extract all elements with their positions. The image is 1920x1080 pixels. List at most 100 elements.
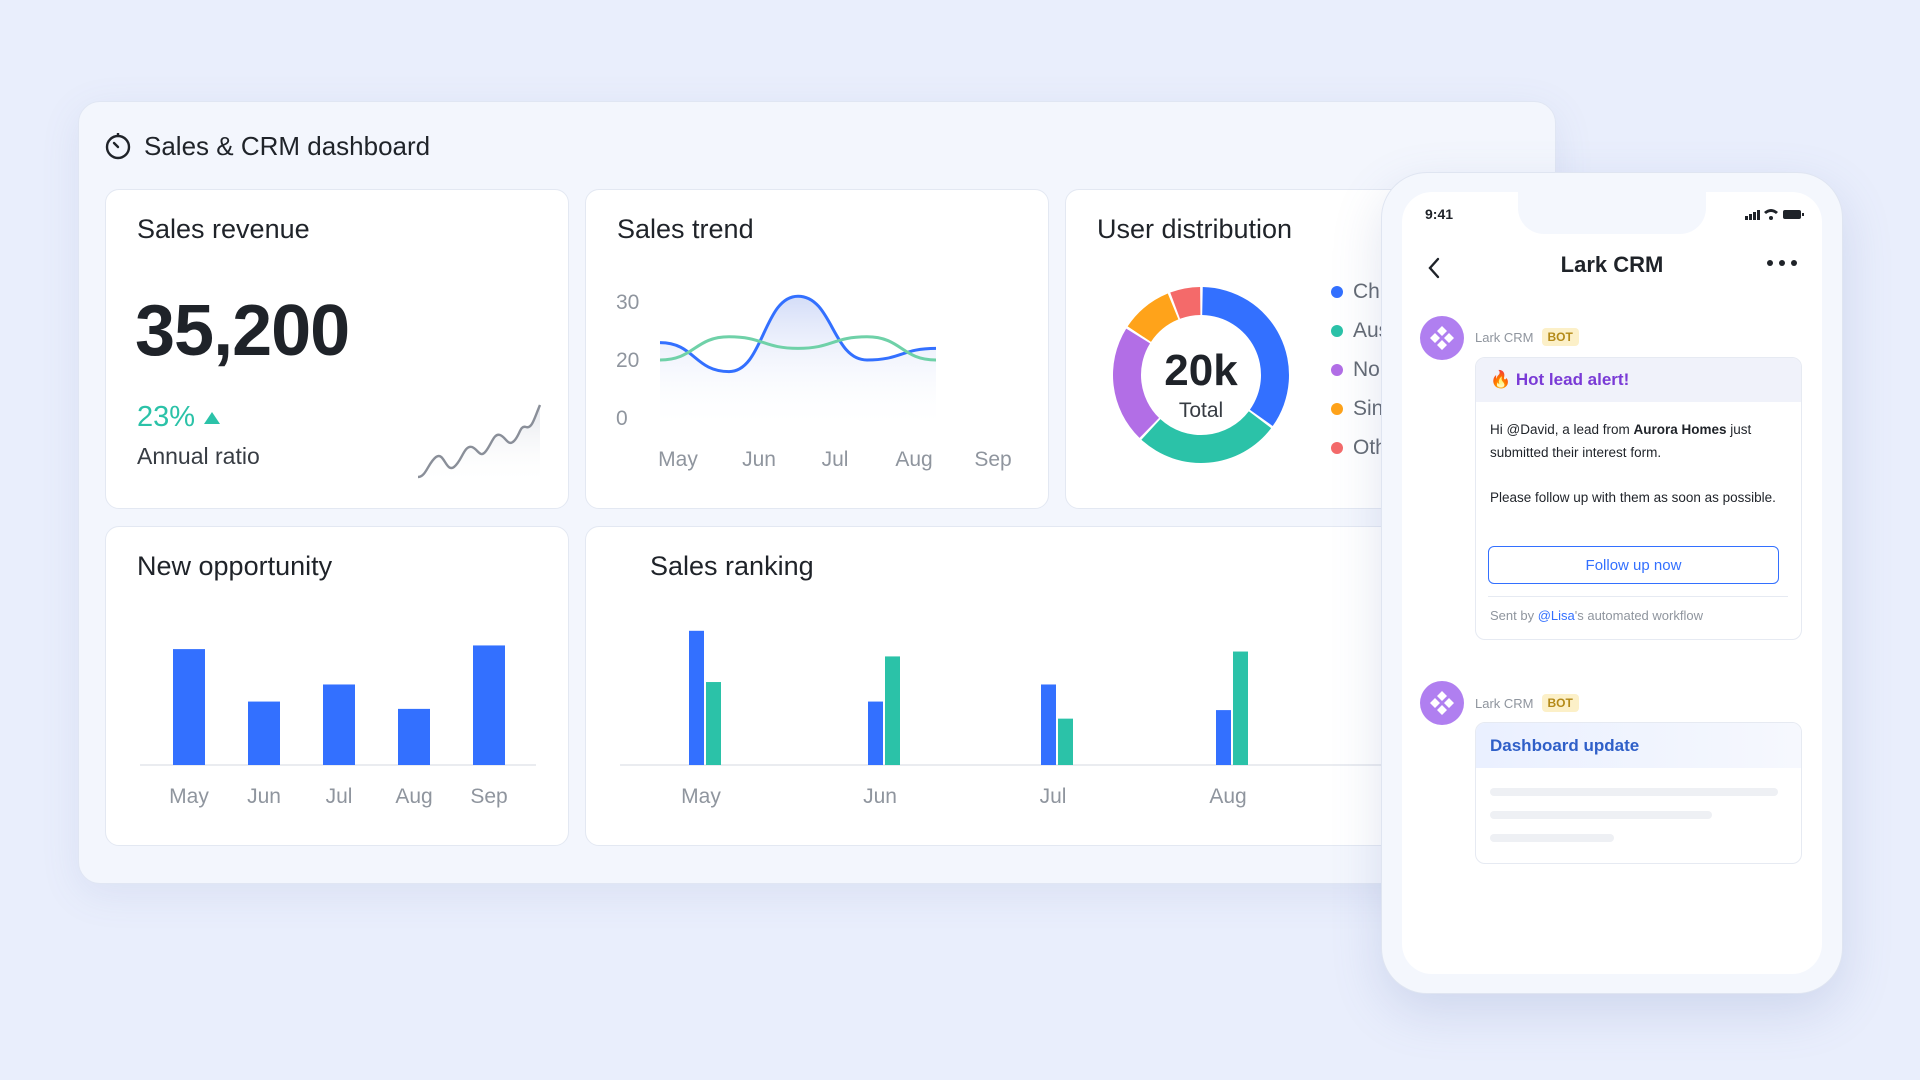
message-sender: Lark CRM — [1475, 329, 1534, 345]
legend-item[interactable]: Chi — [1331, 272, 1389, 311]
footer-mention[interactable]: @Lisa — [1537, 608, 1575, 623]
trend-area — [660, 296, 936, 430]
bot-badge: BOT — [1541, 328, 1579, 346]
legend-dot — [1331, 363, 1343, 376]
trend-line-series-1 — [659, 294, 937, 374]
hot-lead-card: 🔥 Hot lead alert! Hi @David, a lead from… — [1475, 357, 1802, 640]
x-tick-label: Jul — [1040, 785, 1067, 808]
y-tick-label: 0 — [616, 407, 628, 430]
card-header-2: Dashboard update — [1476, 723, 1801, 768]
sales-revenue-title: Sales revenue — [137, 214, 310, 244]
opportunity-bar — [173, 649, 205, 765]
opportunity-bar — [473, 645, 505, 765]
x-tick-label: Aug — [895, 448, 932, 471]
x-tick-label: Jun — [742, 448, 776, 471]
legend-item[interactable]: Oth — [1331, 428, 1389, 467]
message-sender-2: Lark CRM — [1475, 695, 1534, 711]
ranking-bar-series-2 — [1233, 651, 1248, 765]
legend-item[interactable]: Aus — [1331, 311, 1389, 350]
sales-trend-card[interactable]: Sales trend 30 20 0 May Jun Jul Aug Sep — [585, 189, 1049, 509]
x-tick-label: May — [658, 448, 698, 471]
x-tick-label: May — [681, 785, 721, 808]
message-sender-row-2: Lark CRM BOT — [1475, 694, 1579, 712]
legend-item[interactable]: Nor — [1331, 350, 1389, 389]
legend-dot — [1331, 441, 1343, 454]
x-tick-label: Jun — [247, 785, 281, 808]
legend-dot — [1331, 402, 1343, 415]
ranking-bar-series-1 — [1041, 684, 1056, 765]
skeleton-line — [1490, 834, 1614, 842]
card-body-prefix: Hi @David, a lead from — [1490, 422, 1634, 437]
annual-change-value: 23% — [137, 401, 196, 433]
annual-change: 23% — [137, 401, 221, 434]
opportunity-bar — [323, 684, 355, 765]
more-button[interactable] — [1764, 252, 1804, 274]
footer-suffix: 's automated workflow — [1574, 608, 1703, 623]
sales-ranking-card[interactable]: Sales ranking May Jun Jul Aug — [585, 526, 1530, 846]
card-body: Hi @David, a lead from Aurora Homes just… — [1490, 418, 1790, 464]
x-tick-label: Jul — [326, 785, 353, 808]
sales-revenue-card[interactable]: Sales revenue 35,200 23% Annual ratio — [105, 189, 569, 509]
card-footer: Sent by @Lisa's automated workflow — [1490, 608, 1703, 623]
card-body-2: Please follow up with them as soon as po… — [1490, 490, 1776, 505]
donut-slice-aus — [1141, 411, 1272, 463]
sparkline — [417, 404, 542, 485]
x-tick-label: Jun — [863, 785, 897, 808]
legend-label: Sin — [1353, 396, 1384, 420]
legend-dot — [1331, 285, 1343, 298]
x-tick-label: Sep — [470, 785, 507, 808]
opportunity-bar — [398, 708, 430, 765]
lark-bot-icon — [1430, 691, 1454, 715]
donut-slice-chi — [1202, 287, 1289, 427]
follow-up-button[interactable]: Follow up now — [1488, 546, 1779, 584]
card-body-suffix: just submitted their interest form. — [1490, 422, 1752, 460]
dashboard-header: Sales & CRM dashboard — [104, 127, 430, 165]
sales-ranking-chart: May Jun Jul Aug — [620, 630, 1530, 808]
back-button[interactable] — [1422, 253, 1446, 283]
donut-slice-sin — [1127, 293, 1179, 342]
legend-label: Chi — [1353, 279, 1385, 303]
x-tick-label: Aug — [1209, 785, 1246, 808]
phone-notch — [1518, 186, 1706, 234]
donut-center-value: 20k — [1164, 346, 1238, 395]
sales-trend-chart: 30 20 0 May Jun Jul Aug Sep — [616, 291, 1012, 471]
ranking-bar-series-1 — [868, 701, 883, 765]
dashboard-update-card[interactable]: Dashboard update — [1475, 722, 1802, 864]
donut-slice-oth — [1170, 287, 1201, 319]
opportunity-bar — [248, 701, 280, 765]
user-distribution-title: User distribution — [1097, 214, 1293, 244]
y-tick-label: 20 — [616, 349, 639, 372]
lead-company: Aurora Homes — [1633, 422, 1727, 437]
status-time: 9:41 — [1425, 206, 1454, 222]
sales-trend-title: Sales trend — [617, 214, 754, 244]
legend-label: Oth — [1353, 435, 1387, 459]
ranking-bar-series-1 — [689, 630, 704, 765]
card-title: 🔥 Hot lead alert! — [1490, 370, 1630, 389]
ranking-bar-series-2 — [885, 656, 900, 765]
legend-dot — [1331, 324, 1343, 337]
card-header: 🔥 Hot lead alert! — [1476, 358, 1801, 402]
bot-avatar-2 — [1420, 681, 1464, 725]
x-tick-label: Jul — [822, 448, 849, 471]
user-distribution-donut: 20k Total — [1113, 287, 1289, 463]
donut-center-label: Total — [1179, 399, 1223, 422]
dashboard-title: Sales & CRM dashboard — [144, 130, 431, 161]
ranking-bar-series-2 — [706, 682, 721, 765]
ranking-bar-series-1 — [1216, 710, 1231, 765]
skeleton-line — [1490, 811, 1712, 819]
bot-avatar — [1420, 316, 1464, 360]
legend-label: Aus — [1353, 318, 1390, 342]
legend-item[interactable]: Sin — [1331, 389, 1389, 428]
more-icon — [1767, 260, 1797, 266]
y-tick-label: 30 — [616, 291, 639, 314]
triangle-up-icon — [204, 411, 221, 424]
annual-ratio-label: Annual ratio — [137, 443, 260, 469]
timer-icon — [105, 133, 131, 160]
skeleton-line — [1490, 788, 1778, 796]
legend-label: Nor — [1353, 357, 1387, 381]
card-divider — [1488, 596, 1788, 597]
x-tick-label: May — [169, 785, 209, 808]
new-opportunity-card[interactable]: New opportunity May Jun Jul Aug Sep — [105, 526, 569, 846]
chevron-left-icon — [1428, 257, 1440, 279]
bot-badge-2: BOT — [1541, 694, 1579, 712]
